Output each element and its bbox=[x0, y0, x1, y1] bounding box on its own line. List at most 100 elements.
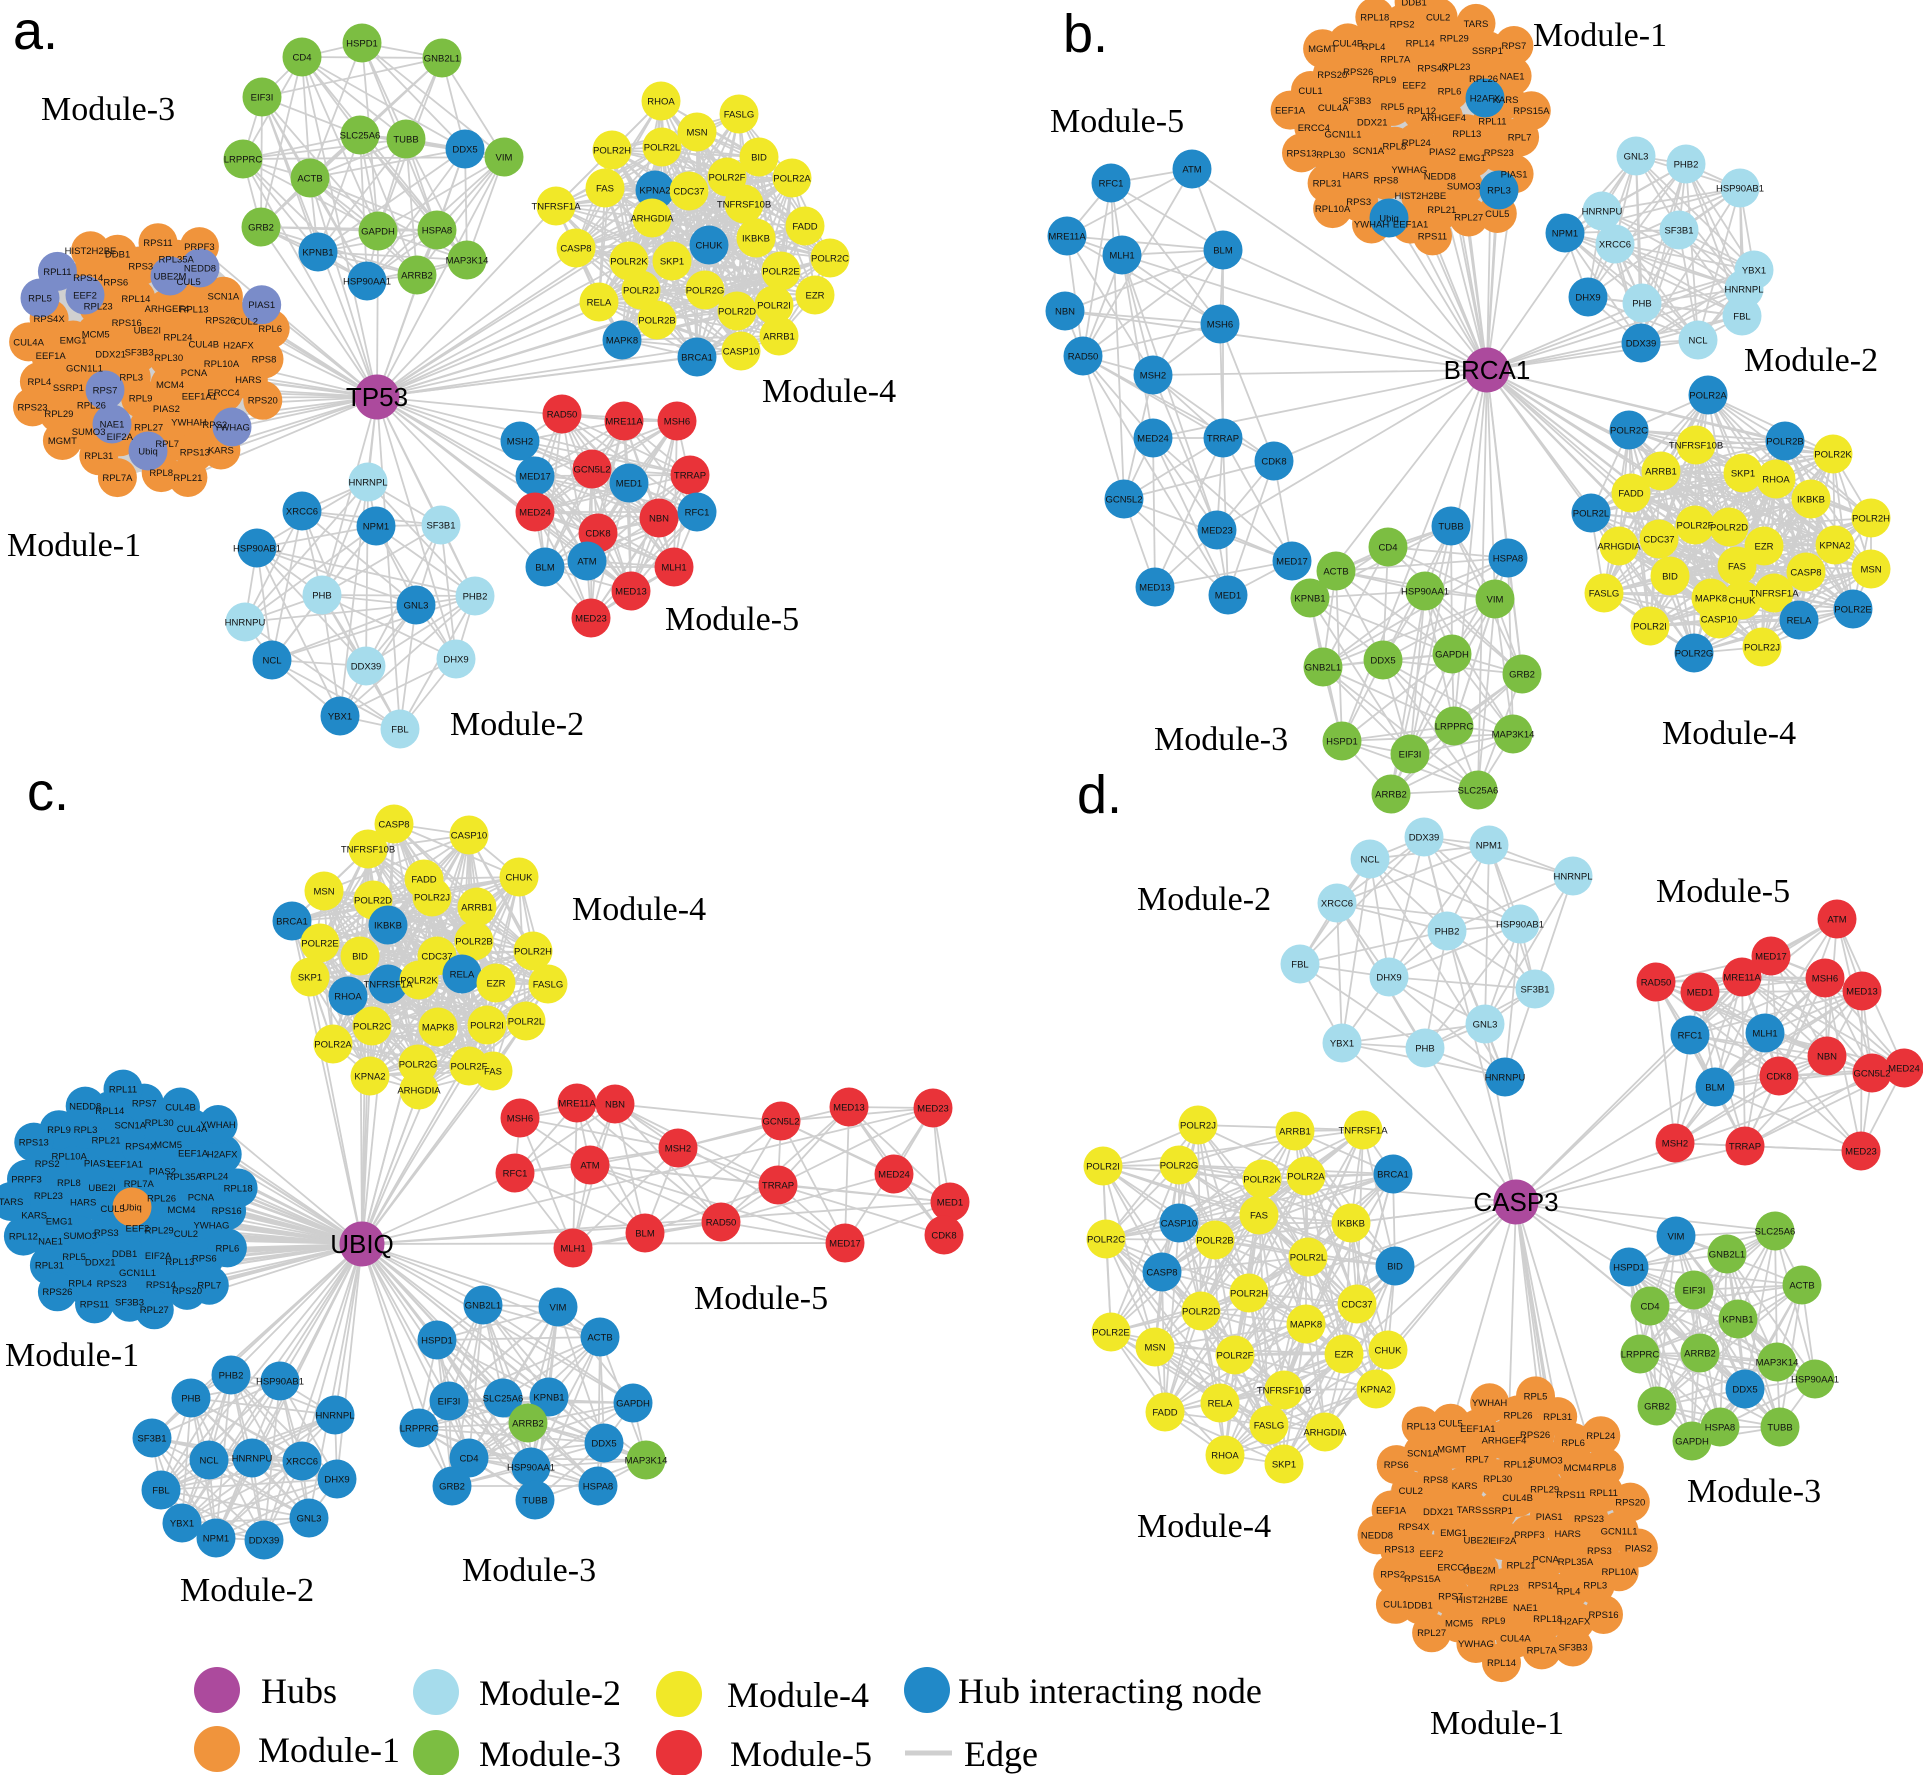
svg-text:RPS26: RPS26 bbox=[1343, 67, 1373, 78]
svg-text:FBL: FBL bbox=[391, 724, 408, 735]
svg-text:MSH2: MSH2 bbox=[1662, 1138, 1688, 1149]
svg-text:TNFRSF1A: TNFRSF1A bbox=[531, 201, 581, 212]
svg-text:ACTB: ACTB bbox=[587, 1332, 612, 1343]
svg-text:RPS13: RPS13 bbox=[19, 1138, 49, 1149]
svg-text:RPS23: RPS23 bbox=[1484, 148, 1514, 159]
svg-text:RPS7: RPS7 bbox=[1501, 41, 1526, 52]
svg-text:Module-4: Module-4 bbox=[727, 1675, 869, 1715]
svg-text:RPS13: RPS13 bbox=[180, 448, 210, 459]
svg-text:MAPK8: MAPK8 bbox=[1695, 593, 1727, 604]
svg-text:POLR2C: POLR2C bbox=[1087, 1234, 1125, 1245]
svg-text:CASP8: CASP8 bbox=[560, 243, 591, 254]
svg-text:CASP10: CASP10 bbox=[723, 346, 759, 357]
svg-text:ARRB1: ARRB1 bbox=[1645, 466, 1677, 477]
svg-text:DDX5: DDX5 bbox=[591, 1438, 616, 1449]
svg-text:TRRAP: TRRAP bbox=[1729, 1141, 1761, 1152]
svg-text:TNFRSF10B: TNFRSF10B bbox=[1257, 1385, 1311, 1396]
svg-text:POLR2G: POLR2G bbox=[686, 285, 725, 296]
svg-text:RHOA: RHOA bbox=[1211, 1450, 1239, 1461]
svg-text:RPL9: RPL9 bbox=[47, 1125, 71, 1136]
svg-text:MED1: MED1 bbox=[1215, 590, 1241, 601]
svg-text:KPNB1: KPNB1 bbox=[533, 1392, 564, 1403]
svg-text:RPL3: RPL3 bbox=[1583, 1580, 1607, 1591]
svg-text:NPM1: NPM1 bbox=[363, 521, 389, 532]
svg-text:YWHAG: YWHAG bbox=[214, 422, 250, 433]
svg-text:KPNB1: KPNB1 bbox=[1722, 1314, 1753, 1325]
svg-text:RFC1: RFC1 bbox=[1678, 1030, 1703, 1041]
svg-text:RPL23: RPL23 bbox=[84, 301, 113, 312]
svg-text:ERCC4: ERCC4 bbox=[1437, 1562, 1469, 1573]
svg-text:YBX1: YBX1 bbox=[1330, 1038, 1354, 1049]
svg-text:MSN: MSN bbox=[313, 886, 334, 897]
svg-text:RPL6: RPL6 bbox=[216, 1243, 240, 1254]
svg-text:RPS4X: RPS4X bbox=[34, 314, 66, 325]
svg-text:MED17: MED17 bbox=[829, 1238, 861, 1249]
svg-text:GCN1L1: GCN1L1 bbox=[119, 1268, 156, 1279]
svg-text:HNRNPU: HNRNPU bbox=[225, 617, 266, 628]
svg-text:POLR2E: POLR2E bbox=[301, 938, 339, 949]
svg-text:RPL8: RPL8 bbox=[149, 468, 173, 479]
svg-text:RPS2: RPS2 bbox=[35, 1159, 60, 1170]
svg-text:RPS8: RPS8 bbox=[1423, 1475, 1448, 1486]
svg-text:VIM: VIM bbox=[496, 152, 513, 163]
svg-text:KPNB1: KPNB1 bbox=[1294, 593, 1325, 604]
svg-text:RPL27: RPL27 bbox=[1417, 1628, 1446, 1639]
svg-text:IKBKB: IKBKB bbox=[1797, 494, 1825, 505]
svg-text:CHUK: CHUK bbox=[506, 872, 534, 883]
svg-text:EEF1A: EEF1A bbox=[36, 351, 67, 362]
svg-text:DDX21: DDX21 bbox=[95, 350, 126, 361]
svg-text:RPL7A: RPL7A bbox=[1527, 1645, 1558, 1656]
svg-text:POLR2E: POLR2E bbox=[1834, 604, 1872, 615]
svg-text:YWHAH: YWHAH bbox=[200, 1120, 236, 1131]
svg-text:PHB: PHB bbox=[1632, 298, 1652, 309]
svg-text:MLH1: MLH1 bbox=[560, 1243, 585, 1254]
svg-text:TARS: TARS bbox=[1464, 19, 1489, 30]
svg-text:a.: a. bbox=[13, 1, 58, 61]
svg-text:BRCA1: BRCA1 bbox=[1377, 1169, 1409, 1180]
svg-text:RPL21: RPL21 bbox=[1506, 1561, 1535, 1572]
svg-text:RPL23: RPL23 bbox=[1490, 1583, 1519, 1594]
svg-text:CD4: CD4 bbox=[292, 52, 311, 63]
svg-text:PRPF3: PRPF3 bbox=[184, 242, 215, 253]
svg-text:EIF3I: EIF3I bbox=[1683, 1285, 1706, 1296]
svg-text:RFC1: RFC1 bbox=[685, 507, 710, 518]
svg-text:PIAS2: PIAS2 bbox=[1429, 147, 1456, 158]
svg-text:CDK8: CDK8 bbox=[1766, 1071, 1791, 1082]
svg-text:RHOA: RHOA bbox=[1762, 474, 1790, 485]
svg-text:PHB2: PHB2 bbox=[1674, 159, 1699, 170]
svg-text:RPL9: RPL9 bbox=[1373, 75, 1397, 86]
svg-text:Module-3: Module-3 bbox=[479, 1734, 621, 1774]
svg-text:MED24: MED24 bbox=[878, 1169, 910, 1180]
svg-text:RPL13: RPL13 bbox=[1407, 1421, 1436, 1432]
svg-text:POLR2F: POLR2F bbox=[709, 172, 746, 183]
svg-text:RPL7A: RPL7A bbox=[124, 1179, 155, 1190]
svg-text:POLR2L: POLR2L bbox=[644, 142, 680, 153]
svg-text:SSRP1: SSRP1 bbox=[1482, 1506, 1513, 1517]
svg-text:TNFRSF10B: TNFRSF10B bbox=[1669, 440, 1723, 451]
svg-text:TUBB: TUBB bbox=[393, 134, 418, 145]
svg-text:RPS13: RPS13 bbox=[1384, 1545, 1414, 1556]
svg-text:MED1: MED1 bbox=[1687, 987, 1713, 998]
svg-text:FASLG: FASLG bbox=[533, 979, 564, 990]
svg-text:ERCC4: ERCC4 bbox=[1298, 123, 1330, 134]
svg-text:RPL9: RPL9 bbox=[1482, 1616, 1506, 1627]
svg-text:SLC25A6: SLC25A6 bbox=[483, 1393, 524, 1404]
svg-text:RELA: RELA bbox=[1787, 615, 1812, 626]
svg-text:RPS2: RPS2 bbox=[1390, 20, 1415, 31]
svg-text:RPL3: RPL3 bbox=[119, 372, 143, 383]
svg-text:POLR2I: POLR2I bbox=[757, 300, 791, 311]
svg-text:RPS16: RPS16 bbox=[1588, 1610, 1618, 1621]
svg-text:RPL10A: RPL10A bbox=[1315, 204, 1351, 215]
svg-text:EIF3I: EIF3I bbox=[1399, 749, 1422, 760]
svg-text:MED13: MED13 bbox=[615, 586, 647, 597]
svg-text:GRB2: GRB2 bbox=[439, 1481, 465, 1492]
svg-text:HSP90AA1: HSP90AA1 bbox=[1791, 1374, 1839, 1385]
svg-text:RPS4X: RPS4X bbox=[1398, 1522, 1430, 1533]
svg-text:PHB2: PHB2 bbox=[219, 1370, 244, 1381]
svg-text:RPL23: RPL23 bbox=[34, 1191, 63, 1202]
svg-text:ARRB1: ARRB1 bbox=[763, 331, 795, 342]
svg-text:HSPA8: HSPA8 bbox=[422, 225, 452, 236]
svg-text:RPS26: RPS26 bbox=[205, 316, 235, 327]
svg-text:POLR2B: POLR2B bbox=[638, 315, 676, 326]
svg-text:KARS: KARS bbox=[21, 1211, 47, 1222]
